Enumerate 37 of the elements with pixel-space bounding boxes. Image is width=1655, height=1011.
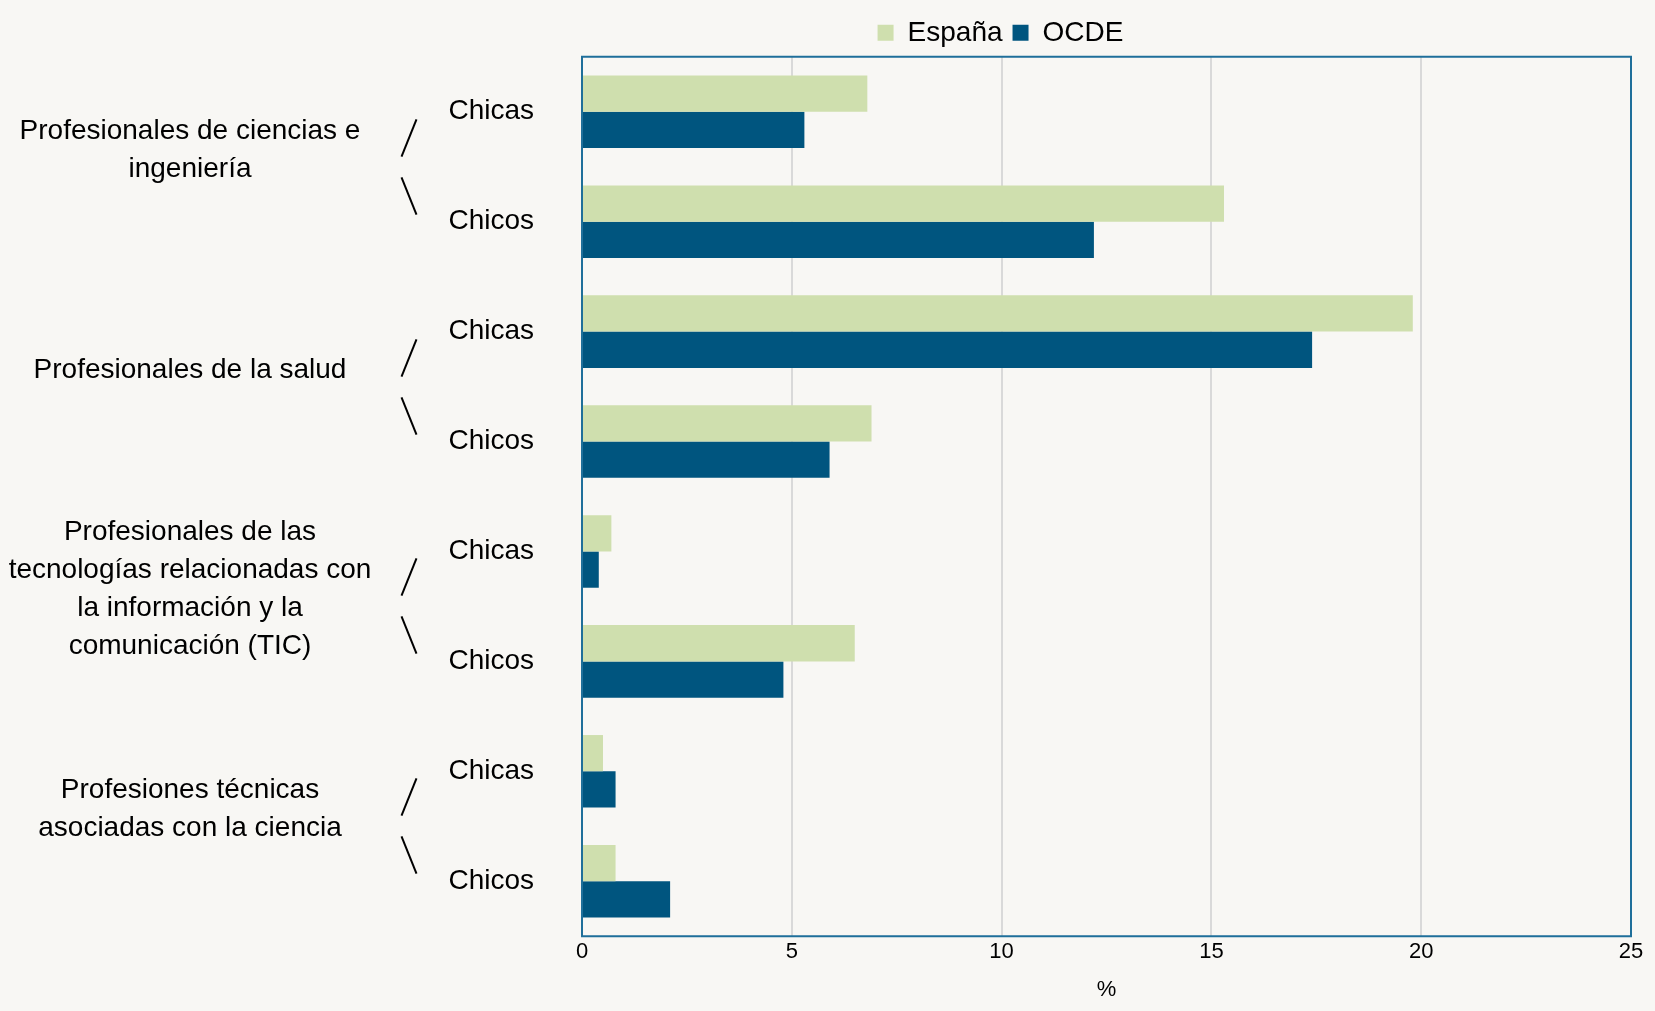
bar — [583, 735, 603, 772]
x-axis-title: % — [1096, 975, 1117, 1001]
bar — [583, 661, 784, 698]
bar — [583, 515, 612, 552]
bar — [583, 185, 1224, 222]
legend-label: España — [907, 15, 1003, 47]
y-tick-label: Chicos — [448, 863, 534, 895]
x-tick-label: 5 — [785, 938, 798, 964]
x-tick-label: 20 — [1408, 938, 1434, 964]
text: Profesionales de la salud — [32, 351, 348, 386]
bar — [583, 295, 1413, 332]
text: Profesionales de ciencias e ingeniería — [18, 112, 362, 185]
bar — [583, 111, 805, 149]
bar — [583, 551, 599, 588]
bar — [583, 221, 1094, 258]
y-tick-label: Chicas — [448, 314, 534, 346]
bar — [583, 441, 830, 478]
y-tick-label: Chicas — [448, 754, 534, 786]
x-tick-label: 0 — [575, 938, 589, 964]
x-tick-label: 15 — [1199, 938, 1224, 964]
bar — [583, 881, 671, 918]
bar — [583, 75, 868, 112]
x-tick-label: 25 — [1618, 938, 1644, 964]
bar — [583, 625, 855, 662]
text: Profesiones técnicas asociadas con la ciencia — [37, 772, 343, 845]
x-tick-label: 10 — [989, 938, 1014, 964]
legend-label: OCDE — [1042, 15, 1124, 47]
y-tick-label: Chicas — [448, 94, 534, 126]
bar — [583, 405, 872, 442]
y-tick-label: Chicos — [448, 644, 534, 676]
bar — [583, 844, 616, 882]
bar — [583, 771, 616, 808]
y-tick-label: Chicos — [448, 204, 534, 236]
y-tick-label: Chicas — [448, 534, 534, 566]
bar — [583, 331, 1313, 368]
text: Profesionales de las tecnologías relacionadas con la información y la comunicación (TIC) — [7, 514, 373, 663]
y-tick-label: Chicos — [448, 424, 534, 456]
